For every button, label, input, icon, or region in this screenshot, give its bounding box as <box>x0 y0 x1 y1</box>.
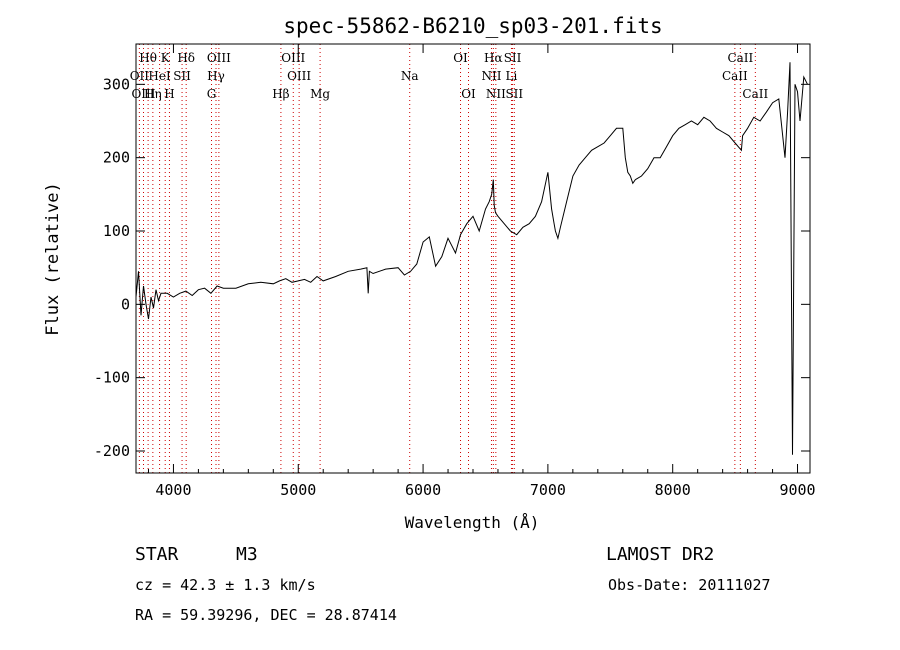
x-tick-label: 8000 <box>655 481 691 499</box>
line-marker-label: HeI <box>148 69 171 83</box>
y-axis-label: Flux (relative) <box>43 182 63 336</box>
line-marker-label: CaII <box>742 87 768 101</box>
emission-line-markers <box>138 44 756 473</box>
x-tick-label: 6000 <box>405 481 441 499</box>
spectrum-line <box>135 62 808 455</box>
line-marker-label: OIII <box>131 87 155 101</box>
x-tick-label: 7000 <box>530 481 566 499</box>
line-marker-label: OII <box>130 69 150 83</box>
coordinates: RA = 59.39296, DEC = 28.87414 <box>135 606 397 624</box>
line-marker-label: K <box>161 51 171 65</box>
object-class: STAR <box>135 544 179 565</box>
y-tick-label: -200 <box>94 442 130 460</box>
line-marker-label: Li <box>506 69 518 83</box>
line-marker-label: OIII <box>207 51 231 65</box>
x-tick-label: 5000 <box>280 481 316 499</box>
y-axis-ticks: -200 -100 0 100 200 300 <box>94 75 810 460</box>
y-tick-label: 0 <box>121 295 130 313</box>
x-axis-label: Wavelength (Å) <box>405 513 540 532</box>
line-marker-label: Hθ <box>139 51 157 65</box>
line-marker-label: OI <box>453 51 468 65</box>
line-marker-label: CaII <box>722 69 748 83</box>
line-marker-label: CaII <box>727 51 753 65</box>
line-marker-label: OIII <box>287 69 311 83</box>
line-marker-label: SII <box>504 51 522 65</box>
line-marker-label: OI <box>461 87 476 101</box>
x-tick-label: 4000 <box>155 481 191 499</box>
survey-name: LAMOST DR2 <box>606 544 714 565</box>
object-subclass: M3 <box>236 544 258 565</box>
y-tick-label: 100 <box>103 222 130 240</box>
line-marker-label: Hα <box>484 51 503 65</box>
line-marker-label: NII <box>486 87 506 101</box>
line-marker-label: H <box>164 87 174 101</box>
line-marker-label: Mg <box>310 87 330 101</box>
y-tick-label: -100 <box>94 369 130 387</box>
line-marker-label: Hγ <box>207 69 225 83</box>
x-axis-ticks: 4000 5000 6000 7000 8000 9000 <box>147 44 816 499</box>
line-marker-label: Hδ <box>177 51 195 65</box>
line-marker-label: OIII <box>281 51 305 65</box>
chart-title: spec-55862-B6210_sp03-201.fits <box>283 14 662 38</box>
line-marker-label: Na <box>401 69 419 83</box>
plot-frame <box>135 43 811 474</box>
line-marker-label: G <box>207 87 217 101</box>
line-marker-label: NII <box>481 69 501 83</box>
line-marker-label: SII <box>505 87 523 101</box>
y-tick-label: 300 <box>103 75 130 93</box>
redshift-cz: cz = 42.3 ± 1.3 km/s <box>135 576 316 594</box>
x-tick-label: 9000 <box>779 481 815 499</box>
line-marker-label: Hβ <box>272 87 289 101</box>
line-marker-label: SII <box>173 69 191 83</box>
line-marker-label: Hη <box>144 87 162 101</box>
y-tick-label: 200 <box>103 149 130 167</box>
observation-date: Obs-Date: 20111027 <box>608 576 771 594</box>
